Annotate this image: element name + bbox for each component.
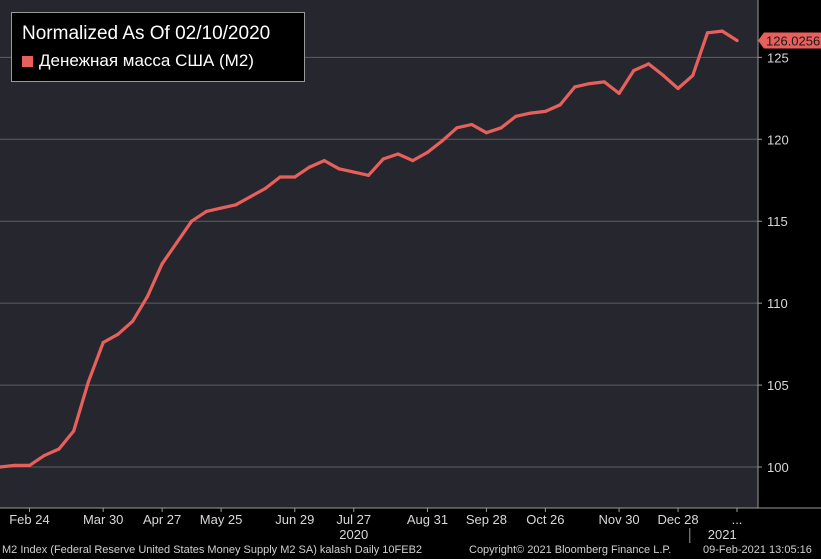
data-point	[0, 465, 2, 469]
x-tick-label: May 25	[200, 512, 243, 527]
x-year-label: 2021	[708, 527, 737, 542]
data-point	[661, 73, 665, 77]
footer: M2 Index (Federal Reserve United States …	[0, 543, 821, 559]
data-point	[352, 170, 356, 174]
x-year-label: 2020	[339, 527, 368, 542]
x-tick-label: Nov 30	[598, 512, 639, 527]
footer-source: M2 Index (Federal Reserve United States …	[2, 544, 423, 556]
data-point	[735, 38, 739, 43]
data-point	[322, 158, 326, 163]
data-point	[470, 122, 474, 127]
data-point	[101, 340, 105, 345]
data-point	[440, 139, 444, 143]
data-point	[190, 219, 194, 223]
y-tick-label: 115	[767, 214, 788, 229]
legend-label: Денежная масса США (M2)	[39, 51, 254, 70]
chart-title: Normalized As Of 02/10/2020	[22, 23, 271, 44]
data-point	[116, 332, 120, 336]
data-point	[234, 203, 238, 207]
x-tick-label: Feb 24	[9, 512, 49, 527]
data-point	[676, 86, 680, 91]
data-point	[646, 62, 651, 66]
x-tick-label: ...	[732, 512, 743, 527]
data-point	[543, 109, 547, 114]
data-point	[617, 91, 621, 96]
legend: Normalized As Of 02/10/2020 Денежная мас…	[11, 12, 305, 82]
data-point	[529, 111, 533, 115]
legend-item-m2: Денежная масса США (M2)	[22, 51, 254, 71]
data-point	[175, 240, 179, 245]
last-value-tag	[758, 32, 821, 49]
y-tick-label: 110	[767, 296, 788, 311]
data-point	[514, 114, 518, 118]
x-tick-label: Sep 28	[466, 512, 507, 527]
y-tick-label: 105	[767, 378, 789, 393]
data-point	[293, 175, 297, 179]
x-tick-label: Jul 27	[336, 512, 371, 527]
data-point	[632, 68, 636, 73]
data-point	[86, 380, 91, 384]
y-tick-label: 100	[767, 460, 789, 475]
data-point	[219, 206, 223, 210]
data-point	[145, 295, 149, 299]
data-point	[131, 319, 135, 323]
data-point	[248, 195, 253, 199]
x-tick-label: Dec 28	[657, 512, 698, 527]
plot-area	[0, 0, 758, 508]
data-point	[72, 429, 76, 433]
data-point	[57, 447, 61, 451]
data-point	[455, 126, 459, 130]
data-point	[573, 85, 577, 89]
data-point	[337, 167, 341, 171]
data-point	[411, 158, 415, 163]
x-tick-label: Aug 31	[407, 512, 448, 527]
data-point	[27, 463, 32, 467]
data-point	[691, 73, 695, 77]
data-point	[588, 81, 592, 86]
x-tick-label: Apr 27	[143, 512, 181, 527]
data-point	[42, 453, 46, 458]
data-point	[499, 126, 503, 130]
data-point	[558, 103, 562, 107]
footer-copyright: Copyright© 2021 Bloomberg Finance L.P.	[469, 544, 672, 556]
data-point	[484, 131, 489, 135]
data-point	[307, 165, 312, 169]
data-point	[720, 29, 724, 33]
data-point	[366, 173, 371, 177]
x-tick-label: Jun 29	[275, 512, 314, 527]
data-point	[425, 150, 430, 154]
data-point	[278, 175, 282, 179]
x-tick-label: Mar 30	[83, 512, 123, 527]
y-tick-label: 120	[767, 132, 789, 147]
data-point	[160, 262, 164, 266]
footer-timestamp: 09-Feb-2021 13:05:16	[703, 544, 812, 556]
data-point	[263, 186, 267, 191]
legend-swatch	[22, 55, 33, 67]
x-tick-label: Oct 26	[526, 512, 564, 527]
data-point	[204, 209, 208, 213]
data-point	[705, 31, 710, 35]
data-point	[602, 80, 606, 84]
data-point	[381, 157, 385, 161]
y-tick-label: 125	[767, 50, 789, 65]
data-point	[13, 463, 17, 467]
data-point	[396, 152, 400, 156]
last-value-label: 126.0256	[766, 34, 820, 49]
